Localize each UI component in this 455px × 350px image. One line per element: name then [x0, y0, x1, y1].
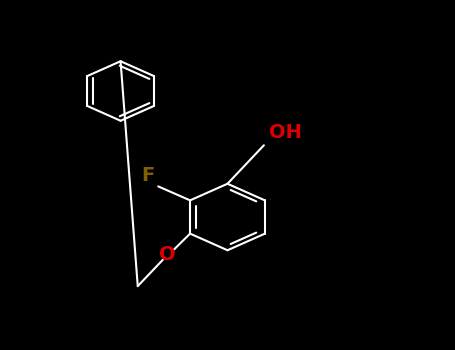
Text: O: O: [159, 245, 176, 264]
Text: F: F: [142, 166, 155, 185]
Text: OH: OH: [269, 123, 302, 142]
